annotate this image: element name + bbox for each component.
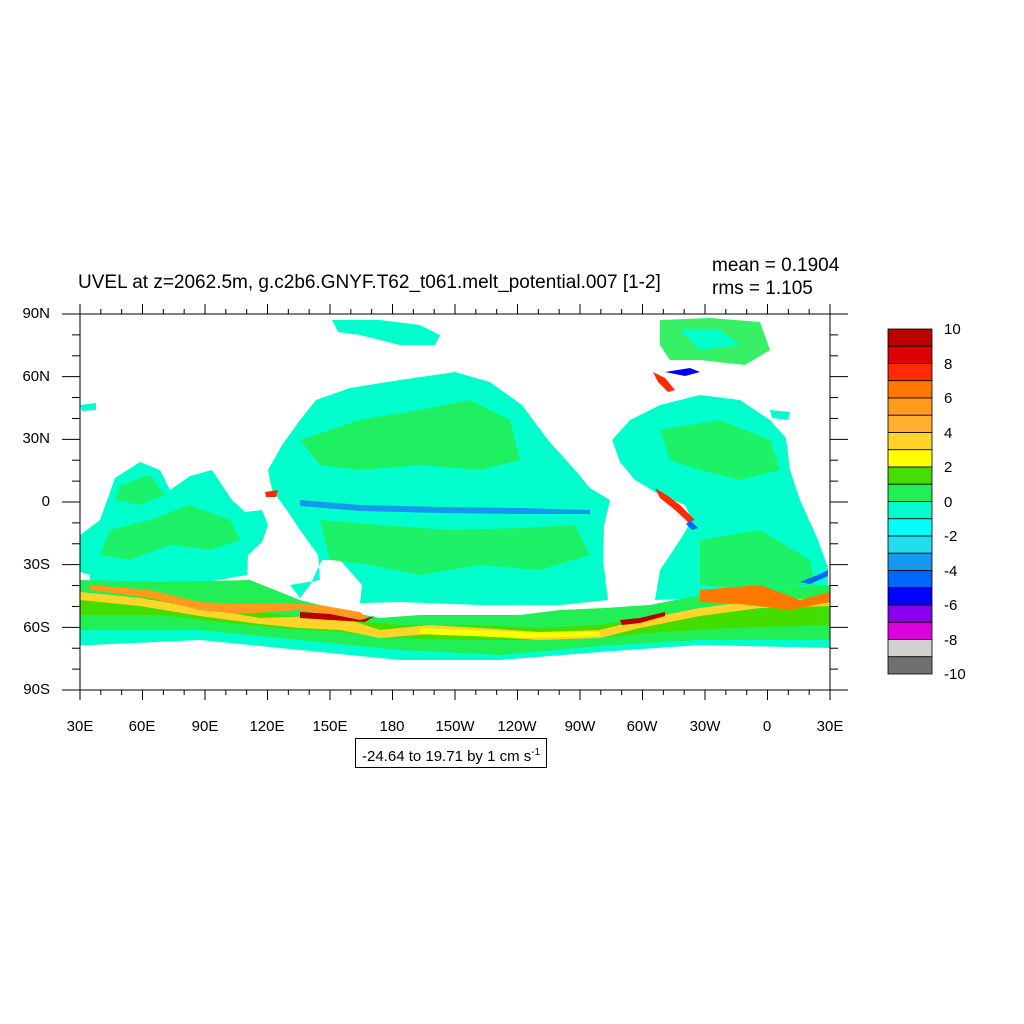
lon-label-90w: 90W: [564, 718, 596, 735]
colorbar-swatch: [887, 621, 933, 640]
colorbar-swatch: [887, 414, 933, 433]
lon-label-150e: 150E: [312, 718, 348, 735]
lat-label-30s: 30S: [23, 556, 50, 573]
colorbar-label-minus-10: -10: [944, 666, 966, 683]
colorbar-swatch: [887, 345, 933, 364]
lon-label-60e: 60E: [128, 718, 156, 735]
colorbar-swatch: [887, 397, 933, 416]
lon-label-120w: 120W: [497, 718, 537, 735]
contour-range-text: -24.64 to 19.71 by 1 cm s: [362, 748, 532, 765]
colorbar-label-4: 4: [944, 425, 953, 442]
colorbar-label-minus-6: -6: [944, 597, 958, 614]
colorbar-label-0: 0: [944, 494, 953, 511]
lon-label-90e: 90E: [191, 718, 219, 735]
colorbar-swatch: [887, 604, 933, 623]
lat-label-60s: 60S: [23, 619, 50, 636]
colorbar-label-6: 6: [944, 390, 953, 407]
lon-label-60w: 60W: [626, 718, 658, 735]
colorbar-swatch: [887, 363, 933, 382]
lon-label-0: 0: [762, 718, 772, 735]
colorbar-label-minus-8: -8: [944, 632, 958, 649]
colorbar-swatch: [887, 466, 933, 485]
lat-label-30n: 30N: [22, 430, 50, 447]
colorbar-swatch: [887, 501, 933, 520]
colorbar-swatch: [887, 328, 933, 347]
colorbar: [887, 328, 933, 675]
colorbar-swatch: [887, 483, 933, 502]
unit-exponent: -1: [531, 747, 541, 758]
colorbar-swatch: [887, 587, 933, 606]
lon-label-150w: 150W: [435, 718, 475, 735]
colorbar-swatch: [887, 656, 933, 675]
colorbar-swatch: [887, 570, 933, 589]
lat-label-0: 0: [41, 493, 50, 510]
colorbar-label-10: 10: [944, 321, 961, 338]
contour-range-box: -24.64 to 19.71 by 1 cm s-1: [355, 738, 548, 768]
colorbar-swatch: [887, 518, 933, 537]
lon-label-30e: 30E: [66, 718, 94, 735]
plot-title: UVEL at z=2062.5m, g.c2b6.GNYF.T62_t061.…: [78, 272, 661, 293]
colorbar-label-2: 2: [944, 459, 953, 476]
lon-label-120e: 120E: [249, 718, 285, 735]
lon-label-30e-end: 30E: [816, 718, 844, 735]
colorbar-swatch: [887, 380, 933, 399]
rms-label: rms = 1.105: [712, 278, 813, 299]
colorbar-label-8: 8: [944, 356, 953, 373]
colorbar-swatch: [887, 552, 933, 571]
colorbar-swatch: [887, 535, 933, 554]
colorbar-swatch: [887, 449, 933, 468]
lat-label-60n: 60N: [22, 368, 50, 385]
ocean-field: [80, 318, 830, 660]
lon-label-30w: 30W: [689, 718, 721, 735]
mean-label: mean = 0.1904: [712, 255, 840, 276]
lon-label-180: 180: [379, 718, 405, 735]
colorbar-swatch: [887, 639, 933, 658]
lat-label-90s: 90S: [23, 681, 50, 698]
colorbar-swatch: [887, 432, 933, 451]
colorbar-label-minus-2: -2: [944, 528, 958, 545]
colorbar-label-minus-4: -4: [944, 563, 958, 580]
lat-label-90n: 90N: [22, 305, 50, 322]
